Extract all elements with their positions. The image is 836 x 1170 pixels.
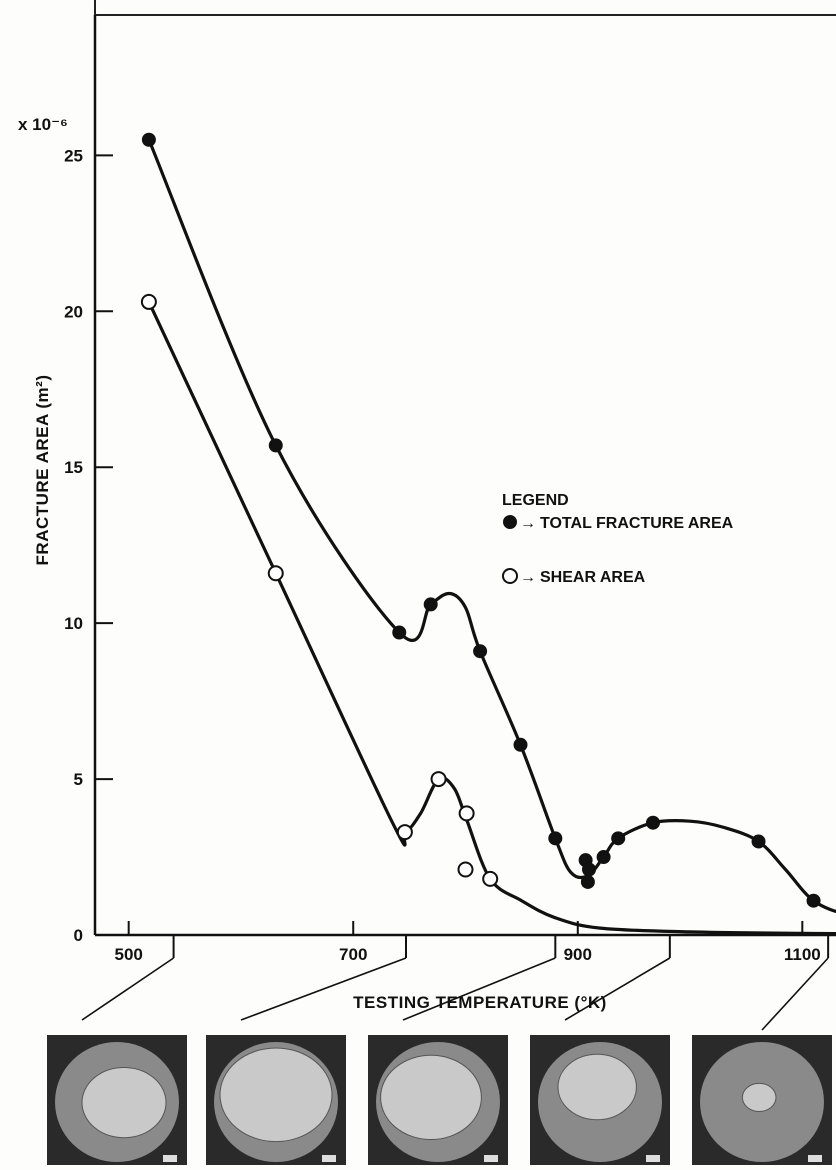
x-tick-label-900: 900 (564, 945, 592, 964)
shear-area-point-0 (140, 293, 157, 310)
fractograph-scale-tag-0 (163, 1155, 177, 1162)
y-tick-label-5: 5 (74, 770, 83, 789)
fractograph-3 (530, 935, 671, 1165)
fractograph-scale-tag-1 (322, 1155, 336, 1162)
legend-marker-total (503, 515, 517, 529)
y-tick-label-0: 0 (74, 926, 83, 945)
y-ticks: 0 5 10 15 20 25 (64, 146, 113, 945)
shear-area-point-6 (482, 870, 499, 887)
series-markers (140, 132, 821, 908)
total-area-point-0 (141, 132, 156, 147)
shear-area-point-3 (430, 771, 447, 788)
fractograph-4 (692, 935, 832, 1165)
fractograph-fracture-zone-3 (557, 1053, 637, 1121)
y-tick-label-15: 15 (64, 458, 83, 477)
total-area-point-3 (423, 597, 438, 612)
fractograph-scale-tag-4 (808, 1155, 822, 1162)
x-tick-label-1100: 1100 (784, 945, 821, 964)
x-tick-label-700: 700 (339, 945, 367, 964)
legend-label-total: TOTAL FRACTURE AREA (540, 515, 734, 532)
total-area-point-8 (580, 874, 595, 889)
fractograph-2 (368, 935, 557, 1165)
total-area-point-1 (268, 438, 283, 453)
legend-arrow-total: → (520, 515, 536, 532)
legend: LEGEND → TOTAL FRACTURE AREA → SHEAR ARE… (502, 492, 734, 586)
total-area-point-13 (751, 834, 766, 849)
fractograph-fracture-zone-4 (741, 1082, 777, 1112)
legend-arrow-shear: → (520, 569, 536, 586)
fractograph-scale-tag-2 (484, 1155, 498, 1162)
legend-label-shear: SHEAR AREA (540, 569, 646, 586)
fractograph-fracture-zone-0 (81, 1067, 167, 1139)
total-area-point-14 (806, 893, 821, 908)
shear-area-point-5 (457, 861, 474, 878)
total-area-point-4 (473, 644, 488, 659)
fractograph-leader-diag-3 (564, 957, 671, 1021)
fractograph-1 (206, 935, 407, 1165)
total-area-point-6 (548, 831, 563, 846)
shear-area-point-4 (458, 805, 475, 822)
y-multiplier: x 10⁻⁶ (18, 115, 68, 134)
fractograph-0 (47, 935, 187, 1165)
fractograph-leader-diag-0 (81, 957, 175, 1021)
fractograph-leader-diag-2 (402, 957, 556, 1021)
y-tick-label-10: 10 (64, 614, 83, 633)
total-area-point-11 (611, 831, 626, 846)
total-area-point-2 (392, 625, 407, 640)
fractograph-scale-tag-3 (646, 1155, 660, 1162)
y-tick-label-25: 25 (64, 146, 83, 165)
y-tick-label-20: 20 (64, 302, 83, 321)
shear-area-point-2 (396, 824, 413, 841)
fractograph-leader-diag-4 (761, 957, 829, 1031)
x-tick-label-500: 500 (114, 945, 142, 964)
total-area-point-12 (645, 815, 660, 830)
total-area-point-9 (582, 862, 596, 877)
fractograph-fracture-zone-1 (219, 1047, 333, 1143)
fractograph-leader-diag-1 (240, 957, 407, 1021)
legend-marker-shear (502, 568, 518, 584)
total-area-point-5 (513, 737, 528, 752)
legend-title: LEGEND (502, 492, 569, 509)
x-ticks: 500 700 900 1100 (114, 921, 821, 964)
series-line-1 (147, 300, 836, 936)
fractographs (47, 935, 832, 1165)
fractograph-fracture-zone-2 (380, 1054, 482, 1141)
x-axis-title: TESTING TEMPERATURE (°K) (353, 993, 607, 1012)
y-axis-title: FRACTURE AREA (m²) (33, 375, 52, 566)
shear-area-point-1 (267, 565, 284, 582)
total-area-point-10 (596, 850, 611, 865)
